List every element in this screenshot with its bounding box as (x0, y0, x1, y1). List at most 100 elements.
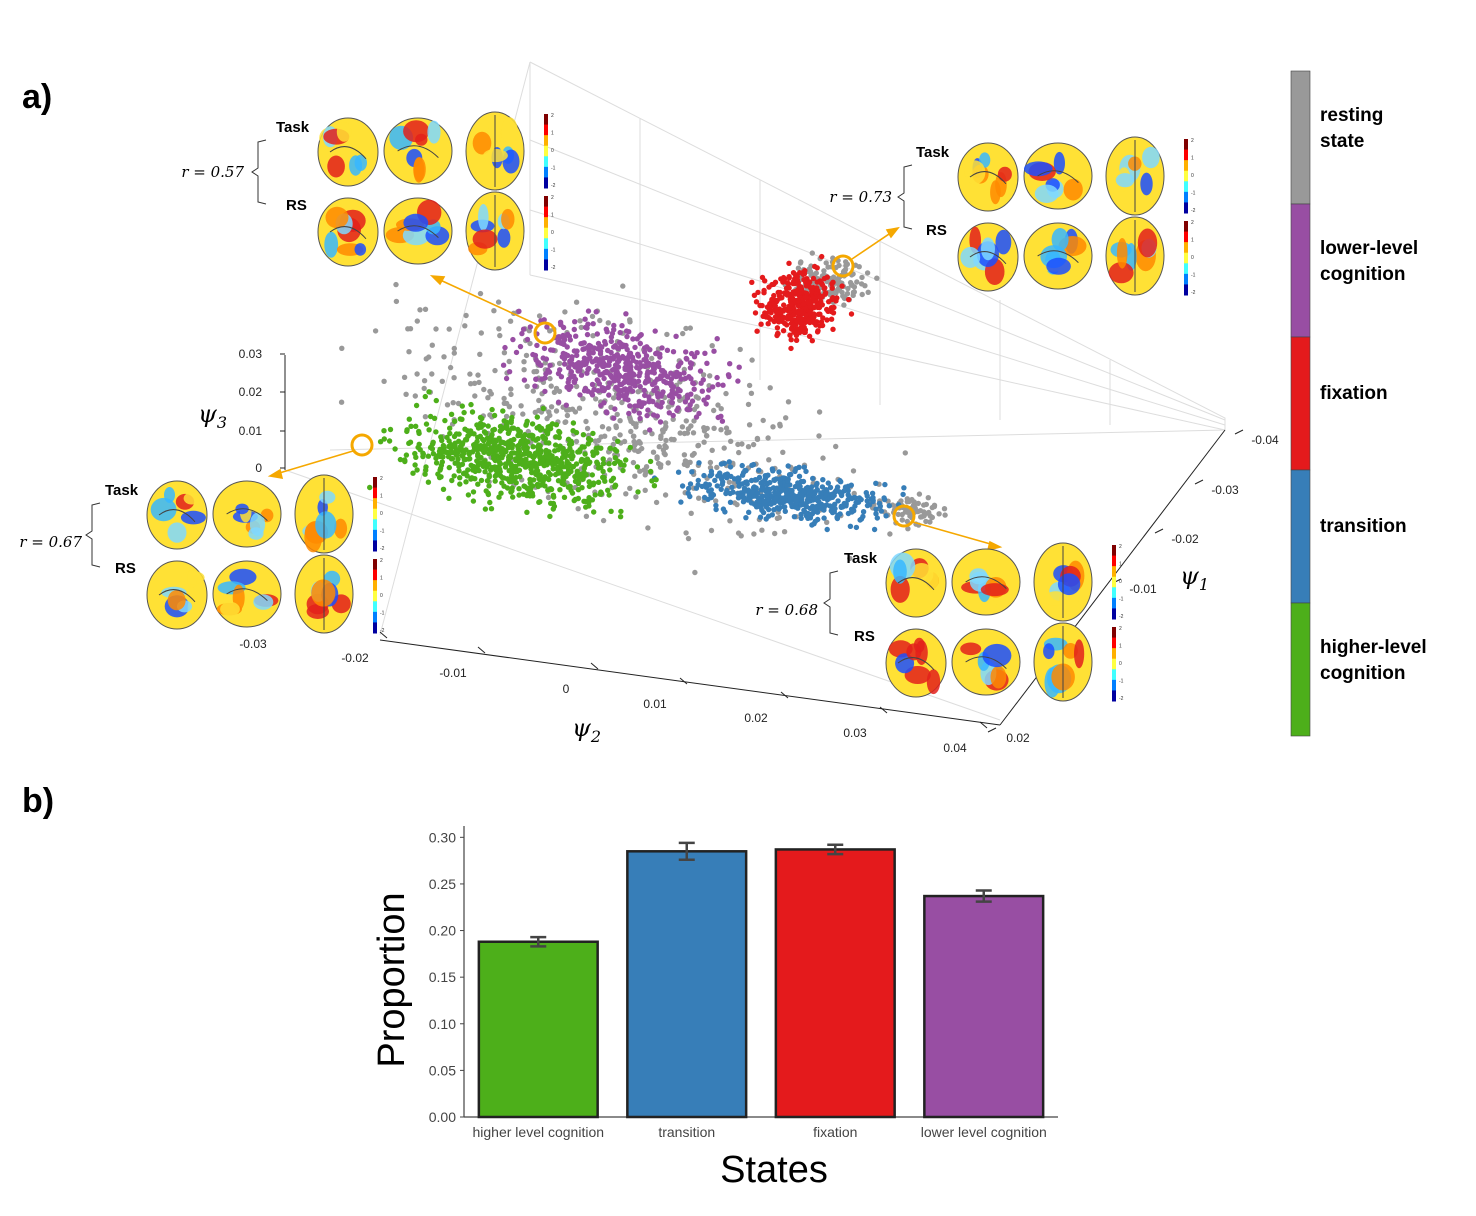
scatter-point (393, 281, 399, 288)
scatter-point (787, 305, 793, 311)
scatter-point (422, 471, 428, 477)
scatter-point (921, 509, 927, 515)
correlation-label: r = 0.57 (181, 163, 244, 181)
colorbar-tick: 2 (1191, 220, 1194, 226)
scatter-point (580, 476, 586, 482)
scatter-point (718, 413, 724, 419)
scatter-point (820, 455, 826, 461)
scatter-point (631, 447, 638, 453)
scatter-point (821, 515, 827, 521)
scatter-point (446, 495, 452, 501)
scatter-point (644, 412, 650, 419)
scatter-point (612, 455, 618, 461)
scatter-point (825, 308, 831, 314)
scatter-point (763, 516, 769, 522)
scatter-point (545, 367, 551, 373)
scatter-point (439, 449, 445, 455)
scatter-point (709, 343, 715, 349)
scatter-point (864, 502, 871, 509)
colorbar-tick: 2 (380, 476, 383, 482)
scatter-point (607, 445, 613, 451)
scatter-point (557, 367, 563, 373)
scatter-point (533, 460, 539, 467)
scatter-point (547, 375, 553, 382)
colorbar-tick: -1 (1191, 191, 1196, 197)
scatter-point (830, 274, 837, 280)
scatter-point (414, 467, 420, 473)
scatter-point (630, 459, 637, 466)
scatter-point (517, 474, 523, 480)
scatter-point (654, 376, 661, 382)
scatter-point (548, 347, 554, 353)
psi3-axis-label: ψ3 (198, 400, 227, 432)
scatter-point (449, 477, 455, 484)
scatter-point (452, 443, 458, 449)
scatter-point (583, 418, 589, 425)
scatter-point (771, 477, 778, 483)
scatter-point (811, 521, 817, 527)
scatter-point (623, 491, 629, 497)
scatter-point (819, 282, 826, 288)
scatter-point (459, 403, 465, 409)
scatter-point (862, 283, 868, 289)
scatter-point (484, 478, 491, 484)
task-label: Task (916, 144, 950, 161)
scatter-point (736, 449, 742, 456)
scatter-point (835, 498, 841, 504)
scatter-point (721, 445, 727, 451)
colorbar-tick: -2 (551, 183, 556, 189)
scatter-point (590, 350, 596, 356)
bars: higher level cognition transition fixation… (472, 841, 1047, 1140)
scatter-point (851, 508, 857, 514)
scatter-point (516, 308, 522, 314)
scatter-point (468, 381, 474, 387)
scatter-point (477, 290, 484, 297)
scatter-point (479, 415, 485, 422)
scatter-point (790, 270, 797, 276)
scatter-point (593, 396, 599, 402)
scatter-point (715, 381, 721, 388)
scatter-point (404, 428, 410, 435)
scatter-point (462, 323, 468, 329)
scatter-point (599, 344, 605, 350)
scatter-point (916, 491, 923, 497)
scatter-point (558, 374, 565, 380)
scatter-point (510, 494, 516, 500)
psi2-tick-label: 0.01 (643, 697, 667, 711)
scatter-point (555, 399, 562, 405)
scatter-point (611, 415, 617, 421)
scatter-point (565, 464, 571, 470)
scatter-point (708, 527, 715, 534)
task-label: Task (276, 119, 310, 136)
scatter-point (845, 497, 851, 503)
scatter-point (662, 420, 669, 426)
scatter-point (441, 354, 447, 360)
scatter-point (547, 471, 554, 478)
scatter-point (718, 406, 724, 412)
scatter-point (584, 325, 590, 331)
colorbar-tick: -1 (551, 166, 556, 172)
scatter-point (459, 441, 465, 448)
scatter-point (537, 450, 544, 456)
scatter-point (626, 329, 632, 335)
scatter-point (589, 313, 596, 320)
scatter-point (803, 294, 809, 301)
scatter-point (637, 340, 643, 347)
scatter-point (824, 519, 830, 525)
scatter-point (841, 295, 848, 302)
scatter-point (403, 452, 410, 458)
scatter-point (688, 350, 695, 357)
scatter-point (533, 464, 540, 471)
scatter-point (902, 450, 908, 456)
task-label: Task (844, 550, 878, 567)
brain-task-posterior (146, 480, 208, 550)
scatter-point (413, 402, 420, 409)
scatter-point (723, 390, 729, 397)
scatter-point (567, 483, 573, 490)
scatter-point (757, 514, 764, 520)
y-tick-label: 0.25 (429, 876, 456, 892)
scatter-point (814, 265, 820, 271)
scatter-point (865, 289, 871, 295)
scatter-point (475, 425, 482, 431)
scatter-point (637, 383, 643, 390)
